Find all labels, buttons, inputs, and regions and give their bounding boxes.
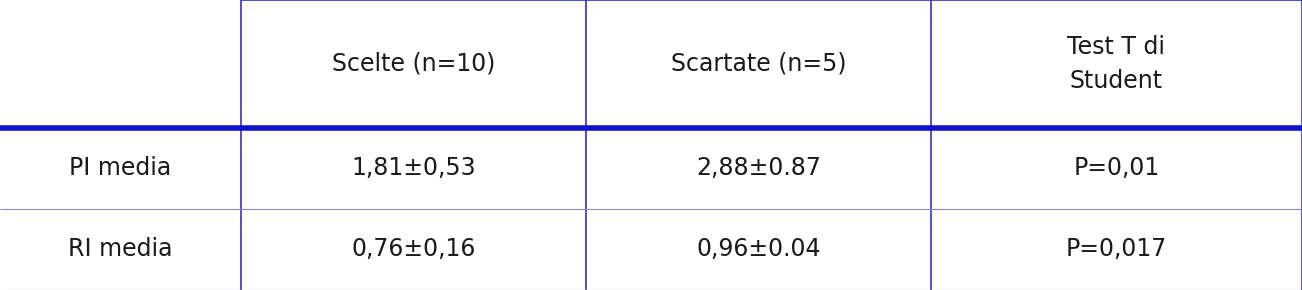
Text: 1,81±0,53: 1,81±0,53 <box>352 156 475 180</box>
Text: P=0,01: P=0,01 <box>1073 156 1160 180</box>
Text: 2,88±0.87: 2,88±0.87 <box>697 156 820 180</box>
Text: PI media: PI media <box>69 156 172 180</box>
Text: P=0,017: P=0,017 <box>1066 238 1167 261</box>
Text: 0,96±0.04: 0,96±0.04 <box>697 238 820 261</box>
Text: Scartate (n=5): Scartate (n=5) <box>671 52 846 76</box>
Text: 0,76±0,16: 0,76±0,16 <box>352 238 475 261</box>
Text: Scelte (n=10): Scelte (n=10) <box>332 52 495 76</box>
Text: RI media: RI media <box>68 238 173 261</box>
Text: Test T di
Student: Test T di Student <box>1068 35 1165 93</box>
